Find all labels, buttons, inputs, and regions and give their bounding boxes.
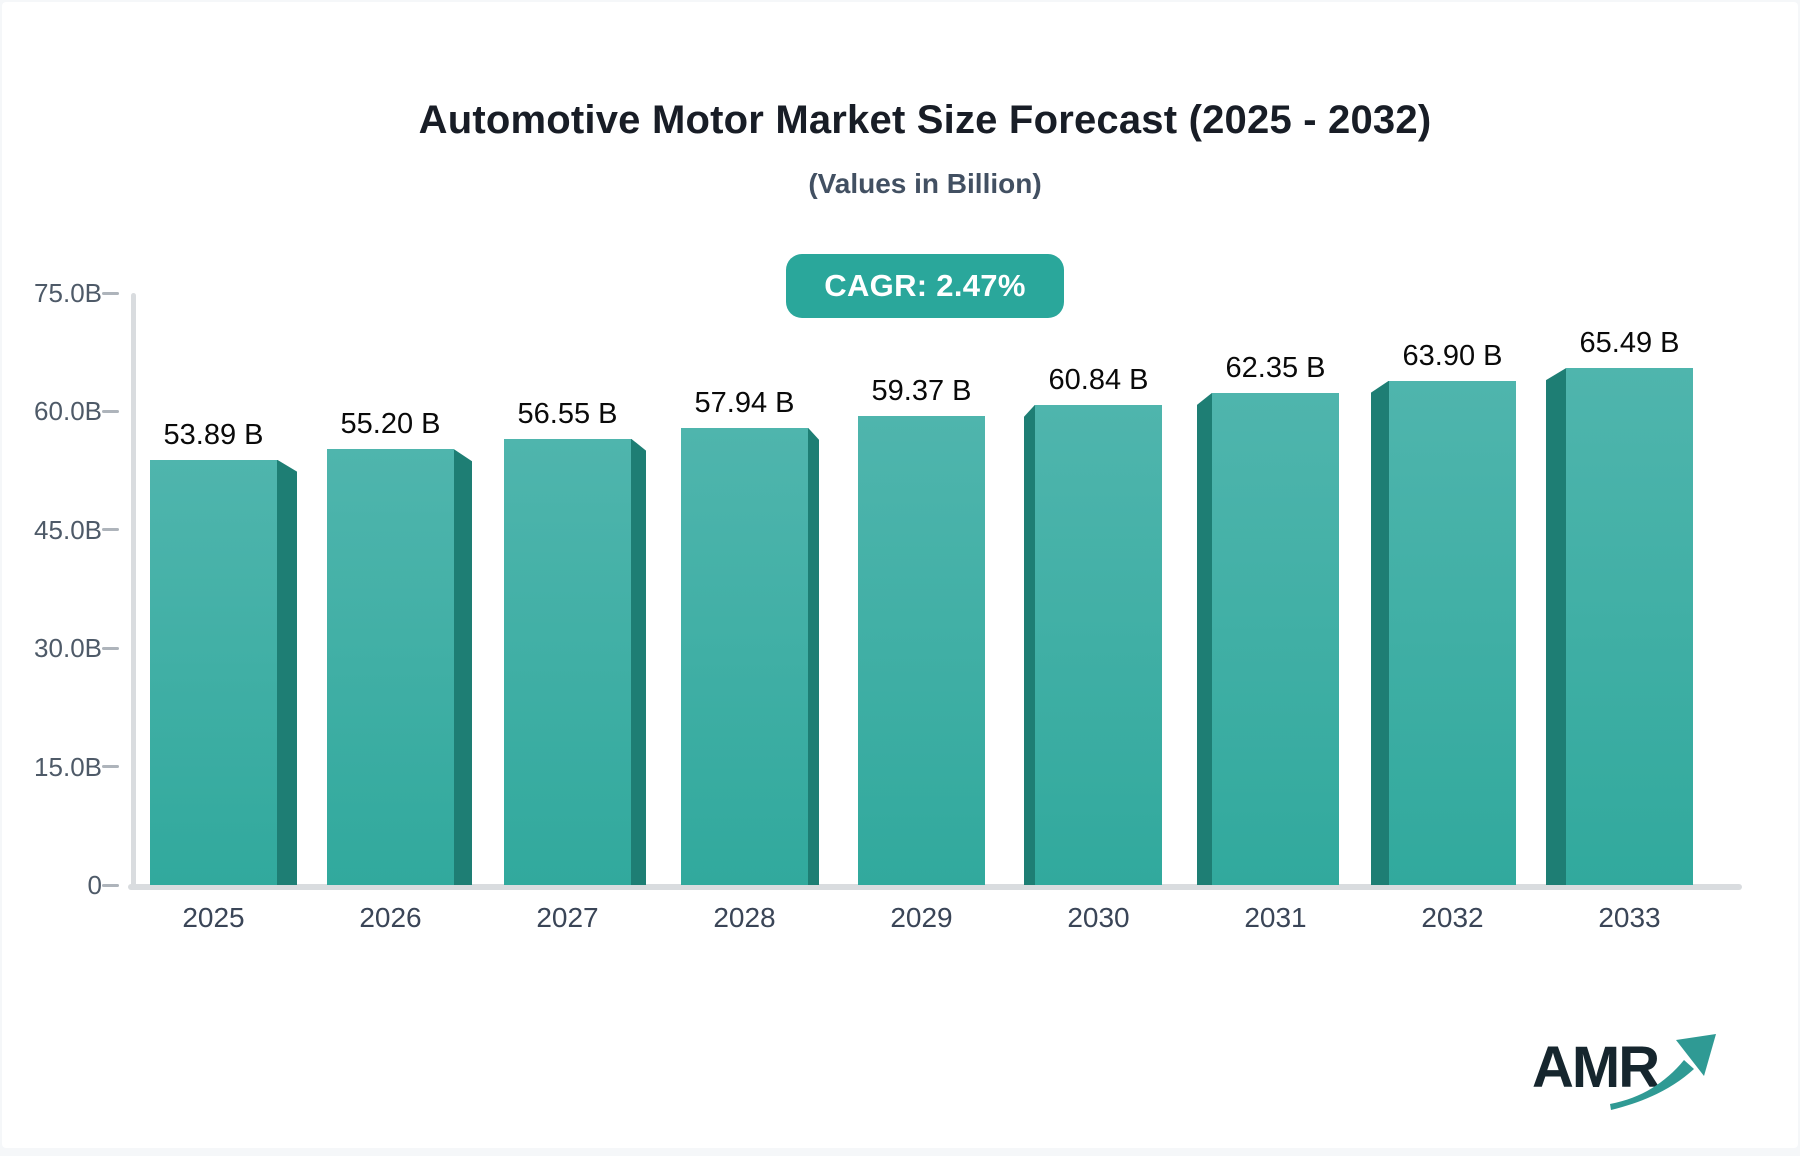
- x-tick-label-2025: 2025: [182, 902, 245, 933]
- bar-value-label-2026: 55.20 B: [340, 408, 441, 441]
- y-tick-dash: [102, 291, 119, 295]
- bar-face-2031: [1212, 392, 1339, 885]
- amr-logo: AMR: [1520, 1028, 1730, 1122]
- y-tick-dash: [102, 765, 119, 769]
- bar-side-2027: [631, 438, 646, 885]
- chart-subtitle: (Values in Billion): [808, 168, 1042, 199]
- bar-value-label-2033: 65.49 B: [1579, 327, 1680, 360]
- y-tick-label: 15.0B: [34, 751, 102, 782]
- y-tick-dash: [102, 883, 119, 887]
- bar-side-2030: [1024, 404, 1035, 885]
- bar-side-2026: [454, 449, 472, 885]
- y-tick-dash: [102, 646, 119, 650]
- bar-side-2031: [1197, 392, 1212, 885]
- bar-face-2033: [1566, 368, 1693, 885]
- bar-face-2029: [858, 416, 985, 885]
- amr-logo-text: AMR: [1532, 1035, 1660, 1100]
- x-tick-label-2027: 2027: [536, 902, 599, 933]
- y-tick-label: 60.0B: [34, 396, 102, 427]
- x-tick-label-2033: 2033: [1598, 902, 1661, 933]
- x-tick-label-2028: 2028: [713, 902, 776, 933]
- bar-value-label-2032: 63.90 B: [1402, 339, 1503, 372]
- bar-face-2028: [681, 427, 808, 885]
- y-tick-label: 75.0B: [34, 278, 102, 308]
- cagr-badge-wrap: CAGR: 2.47%: [50, 254, 1800, 318]
- y-tick-label: 0: [87, 870, 102, 900]
- bar-value-label-2028: 57.94 B: [694, 386, 795, 419]
- x-axis-line: [128, 884, 1742, 890]
- growth-arrow-tail: [1610, 1060, 1694, 1110]
- x-tick-label-2030: 2030: [1067, 902, 1130, 933]
- y-tick-label: 30.0B: [34, 633, 102, 664]
- bar-face-2026: [327, 449, 454, 885]
- bar-side-2032: [1371, 380, 1389, 885]
- bar-side-2028: [808, 427, 819, 885]
- x-tick-label-2032: 2032: [1421, 902, 1484, 933]
- bar-side-2025: [277, 459, 297, 885]
- bar-face-2025: [150, 459, 277, 885]
- x-tick-label-2031: 2031: [1244, 902, 1307, 933]
- x-tick-label-2026: 2026: [359, 902, 422, 933]
- growth-arrow-icon: [1610, 1034, 1716, 1110]
- bar-value-label-2029: 59.37 B: [871, 375, 972, 408]
- bar-value-label-2030: 60.84 B: [1048, 363, 1149, 396]
- bar-value-label-2025: 53.89 B: [163, 418, 264, 451]
- bar-face-2030: [1035, 404, 1162, 885]
- cagr-badge: CAGR: 2.47%: [786, 254, 1064, 318]
- y-tick-dash: [102, 528, 119, 532]
- x-tick-label-2029: 2029: [890, 902, 953, 933]
- chart-title: Automotive Motor Market Size Forecast (2…: [418, 98, 1432, 142]
- y-axis-line: [131, 293, 136, 887]
- bar-value-label-2027: 56.55 B: [517, 397, 618, 430]
- bar-face-2027: [504, 438, 631, 885]
- growth-arrow-head: [1676, 1034, 1716, 1076]
- y-tick-label: 45.0B: [34, 514, 102, 545]
- bar-side-2033: [1546, 368, 1566, 885]
- bar-face-2032: [1389, 380, 1516, 885]
- y-tick-dash: [102, 409, 119, 413]
- bar-value-label-2031: 62.35 B: [1225, 351, 1326, 384]
